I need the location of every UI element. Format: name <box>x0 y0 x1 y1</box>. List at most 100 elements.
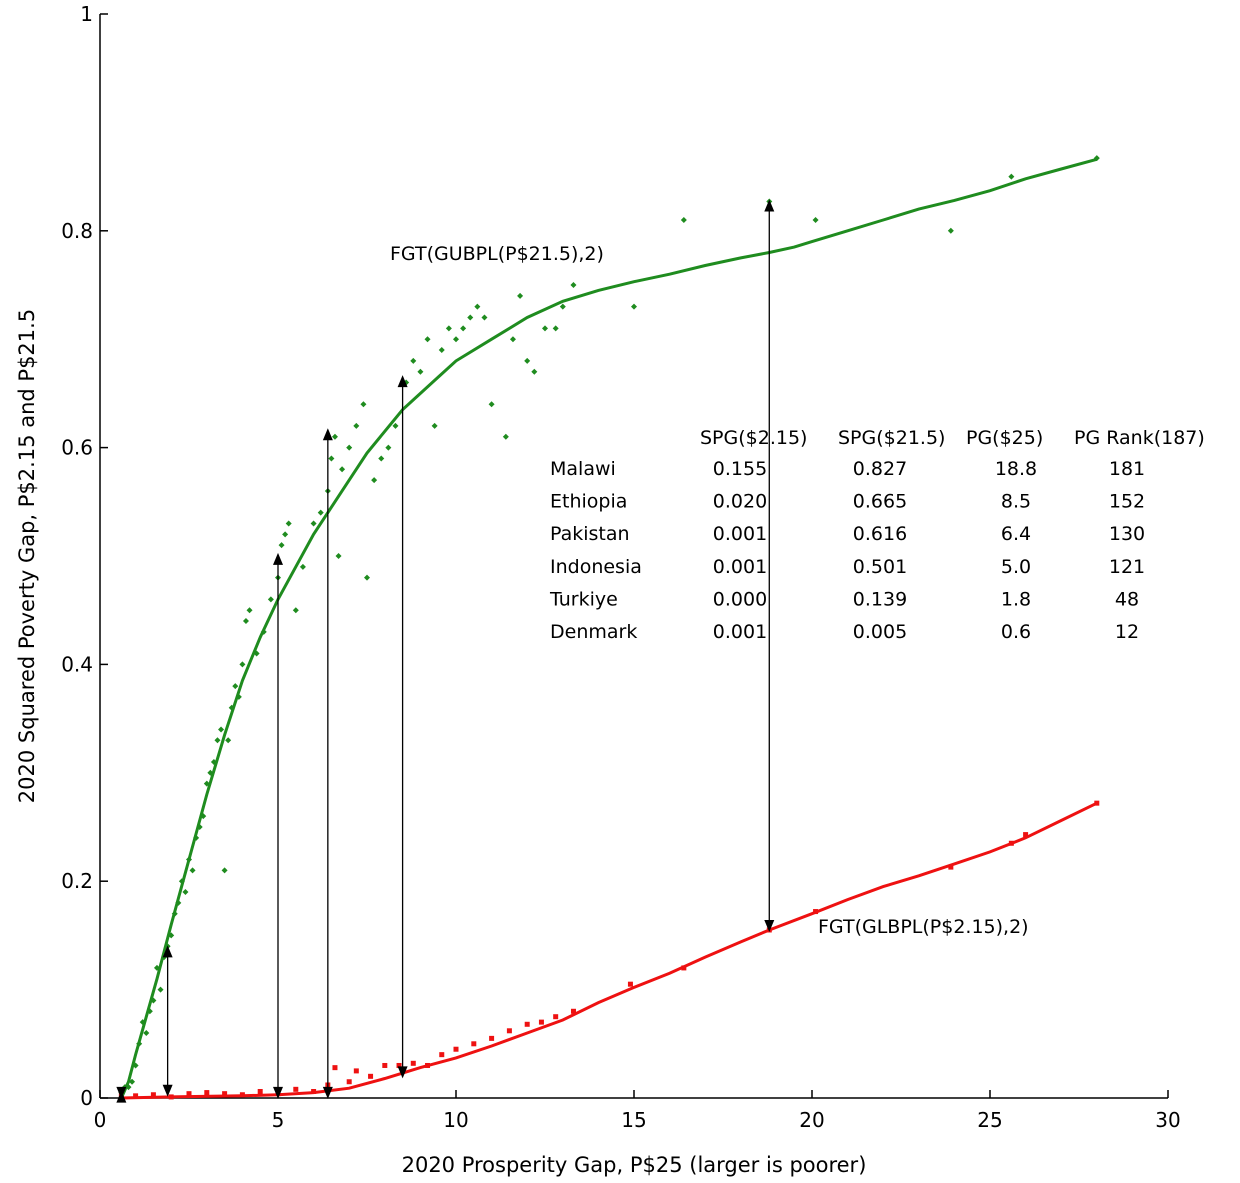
lower-curve-label: FGT(GLBPL(P$2.15),2) <box>818 916 1029 938</box>
table-cell-pg: 1.8 <box>1001 588 1031 610</box>
table-cell-country: Ethiopia <box>550 491 627 513</box>
table-cell-spg215b: 0.501 <box>853 556 907 578</box>
upper-data-point <box>353 422 360 429</box>
upper-data-point <box>218 726 225 733</box>
lower-data-point <box>489 1035 495 1041</box>
table-cell-rank: 152 <box>1109 491 1145 513</box>
upper-data-point <box>317 509 324 516</box>
upper-data-point <box>364 574 370 581</box>
upper-data-point <box>378 455 385 462</box>
upper-data-point <box>267 596 274 603</box>
upper-data-point <box>474 303 481 310</box>
upper-data-point <box>631 303 637 310</box>
upper-data-point <box>335 553 342 559</box>
upper-data-point <box>431 422 438 429</box>
x-tick-label: 0 <box>94 1108 107 1132</box>
upper-data-point <box>460 325 467 332</box>
data-table: SPG($2.15) SPG($21.5) PG($25) PG Rank(18… <box>549 427 1205 643</box>
lower-data-point <box>133 1093 139 1099</box>
upper-data-point <box>424 336 431 343</box>
lower-data-point <box>257 1088 263 1094</box>
table-header-spg215b: SPG($21.5) <box>838 427 945 449</box>
table-cell-country: Indonesia <box>550 556 642 578</box>
lower-data-point <box>506 1028 512 1034</box>
upper-data-point <box>246 607 253 614</box>
lower-data-point <box>627 981 633 987</box>
upper-curve-label: FGT(GUBPL(P$21.5),2) <box>390 243 604 265</box>
y-tick-label: 1 <box>80 2 93 26</box>
upper-data-point <box>221 867 228 874</box>
upper-data-point <box>392 422 399 429</box>
upper-data-point <box>143 1029 150 1036</box>
upper-data-point <box>417 368 424 375</box>
lower-data-point <box>204 1090 210 1096</box>
table-cell-spg215b: 0.827 <box>853 458 907 480</box>
y-tick-label: 0 <box>80 1086 93 1110</box>
table-cell-pg: 5.0 <box>1001 556 1031 578</box>
x-tick-label: 25 <box>977 1108 1002 1132</box>
upper-data-point <box>467 314 474 321</box>
x-tick-label: 20 <box>799 1108 824 1132</box>
gap-arrow-head-down <box>322 1086 333 1099</box>
lower-data-point <box>538 1019 544 1025</box>
upper-data-point <box>182 889 189 896</box>
upper-data-point <box>947 227 954 234</box>
gap-arrow-head-up <box>397 375 408 388</box>
y-axis-title: 2020 Squared Poverty Gap, P$2.15 and P$2… <box>15 309 39 803</box>
upper-data-point <box>371 477 378 484</box>
lower-data-point <box>524 1021 530 1027</box>
gap-arrow-head-up <box>273 552 283 565</box>
gap-arrow-head-down <box>764 919 775 932</box>
table-cell-country: Turkiye <box>549 588 618 610</box>
table-cell-spg215b: 0.616 <box>853 523 907 545</box>
upper-data-point <box>552 325 559 332</box>
table-header-pg: PG($25) <box>966 427 1043 449</box>
upper-data-point <box>242 618 249 625</box>
lower-data-point <box>439 1052 445 1058</box>
upper-data-point <box>292 607 299 614</box>
lower-series-points <box>118 800 1100 1100</box>
lower-data-point <box>368 1073 374 1079</box>
lower-data-point <box>1094 800 1100 806</box>
upper-data-point <box>225 737 232 744</box>
upper-data-point <box>129 1078 136 1085</box>
table-cell-spg215: 0.020 <box>713 491 767 513</box>
table-cell-rank: 181 <box>1109 458 1145 480</box>
table-cell-pg: 8.5 <box>1001 491 1031 513</box>
lower-fit-line <box>121 801 1098 1100</box>
upper-data-point <box>214 737 221 744</box>
table-cell-rank: 12 <box>1115 621 1139 643</box>
lower-data-point <box>186 1091 192 1097</box>
table-cell-rank: 48 <box>1115 588 1139 610</box>
table-cell-rank: 130 <box>1109 523 1145 545</box>
lower-data-point <box>453 1046 459 1052</box>
upper-data-point <box>310 520 317 527</box>
lower-data-point <box>222 1091 228 1097</box>
lower-data-point <box>471 1041 477 1047</box>
upper-data-point <box>680 216 687 223</box>
gap-arrow-head-up <box>162 945 173 958</box>
table-cell-pg: 6.4 <box>1001 523 1031 545</box>
upper-data-point <box>328 455 335 462</box>
upper-data-point <box>559 303 566 310</box>
lower-data-point <box>1023 832 1029 838</box>
upper-data-point <box>509 336 516 343</box>
upper-data-point <box>531 368 538 375</box>
x-tick-label: 10 <box>443 1108 468 1132</box>
lower-data-point <box>346 1079 352 1085</box>
gap-arrow-head-up <box>764 199 775 212</box>
lower-data-point <box>948 864 954 870</box>
upper-data-point <box>239 661 246 668</box>
upper-data-point <box>346 444 353 451</box>
arrows-group <box>116 199 775 1103</box>
upper-data-point <box>157 986 164 993</box>
lower-data-point <box>410 1060 416 1066</box>
table-cell-spg215: 0.001 <box>713 523 767 545</box>
y-tick-label: 0.6 <box>61 436 93 460</box>
upper-data-point <box>517 292 524 299</box>
upper-fit-line <box>120 157 1098 1099</box>
upper-data-point <box>385 444 392 451</box>
table-cell-country: Pakistan <box>550 523 630 545</box>
table-cell-spg215b: 0.665 <box>853 491 907 513</box>
